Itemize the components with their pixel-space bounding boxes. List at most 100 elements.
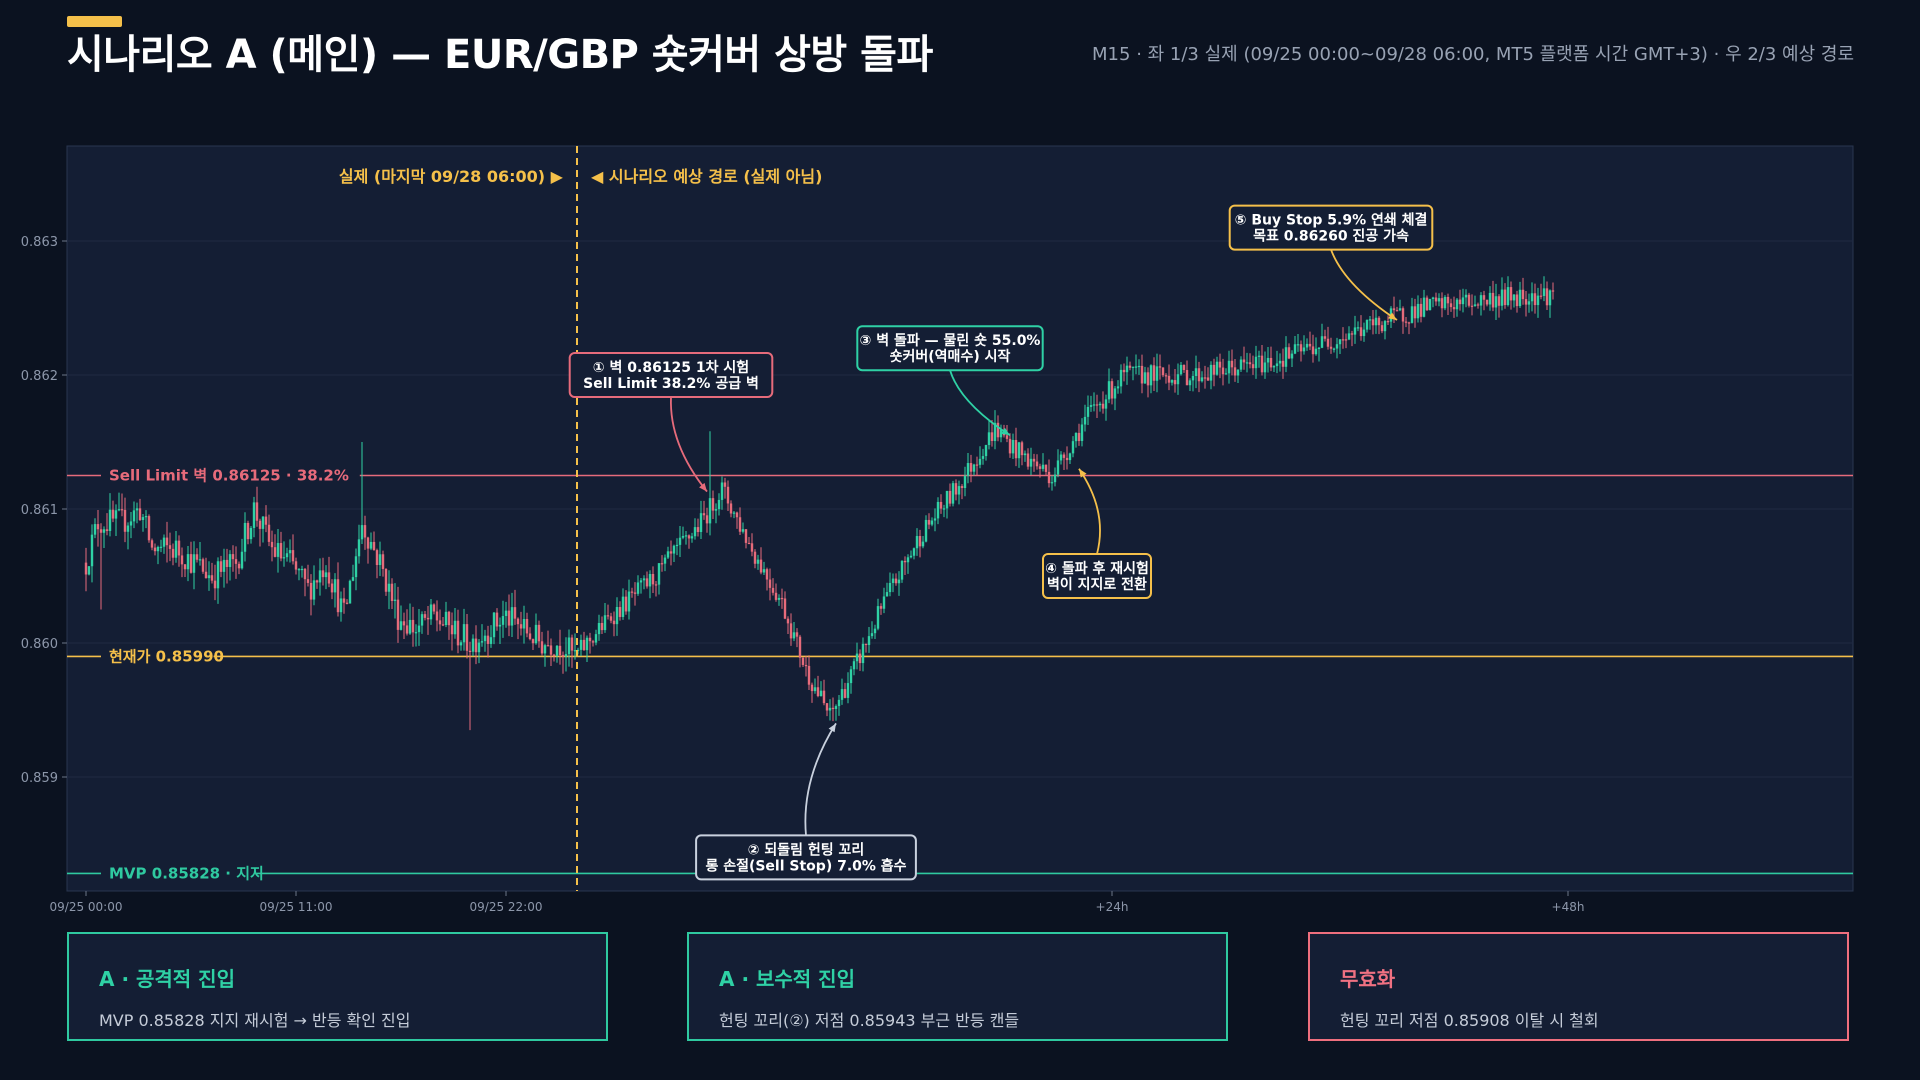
annotation-text: ① 벽 0.86125 1차 시험	[593, 359, 749, 376]
candle-body	[1545, 288, 1549, 306]
annotation-text: ③ 벽 돌파 — 물린 숏 55.0%	[860, 332, 1041, 349]
candle-body	[471, 638, 475, 652]
candle-body	[258, 520, 262, 529]
card-title: A · 공격적 진입	[99, 967, 235, 991]
candle-body	[687, 535, 691, 539]
candle-body	[834, 706, 838, 709]
candle-body	[1473, 304, 1477, 306]
candle-body	[84, 562, 88, 575]
candle-body	[99, 529, 103, 533]
candle-body	[633, 592, 637, 594]
candle-body	[189, 554, 193, 573]
candle-body	[465, 624, 469, 651]
annotation-arrow	[1330, 249, 1398, 321]
candle-body	[1119, 369, 1123, 387]
candle-body	[588, 637, 592, 642]
candle-body	[972, 464, 976, 472]
candle-body	[546, 645, 550, 647]
candle-body	[1275, 363, 1279, 367]
candle-body	[1362, 329, 1366, 337]
chart-svg: 0.859 0.860 0.861 0.862 0.863 09/25 00:00 09/2…	[21, 145, 1854, 914]
candle-body	[795, 632, 799, 637]
candle-body	[1509, 287, 1513, 301]
candle-body	[999, 429, 1003, 438]
candle-body	[1101, 403, 1105, 409]
candle-body	[357, 539, 361, 557]
candle-body	[1365, 319, 1369, 330]
candle-body	[384, 568, 388, 592]
candle-body	[1464, 294, 1468, 298]
candle-body	[786, 618, 790, 624]
candle-body	[1014, 439, 1018, 459]
candlestick-chart: 0.859 0.860 0.861 0.862 0.863 09/25 00:00 09/2…	[21, 145, 1854, 914]
annotation-arrowhead	[828, 723, 836, 733]
candle-body	[1080, 424, 1084, 441]
candle-body	[1167, 375, 1171, 383]
candle-body	[132, 510, 136, 522]
candle-body	[1221, 367, 1225, 375]
annotation-box	[1042, 553, 1152, 599]
candle-body	[582, 639, 586, 651]
candle-body	[354, 556, 358, 578]
divider-label-left: 실제 (마지막 09/28 06:00) ▶	[339, 167, 564, 186]
candle-body	[1239, 359, 1243, 370]
candle-body	[846, 683, 850, 698]
candle-body	[1482, 295, 1486, 300]
candle-body	[579, 639, 583, 650]
candle-body	[1422, 297, 1426, 317]
candle-body	[417, 625, 421, 633]
annotation-text: ② 되돌림 헌팅 꼬리	[748, 841, 865, 858]
candle-body	[648, 573, 652, 587]
candle-body	[345, 602, 349, 604]
candle-body	[1020, 442, 1024, 456]
annotation-box	[1228, 204, 1434, 251]
candle-body	[537, 624, 541, 642]
candle-body	[228, 554, 232, 567]
candle-body	[381, 554, 385, 569]
level-label-bg	[101, 465, 360, 486]
candle-body	[1383, 321, 1387, 332]
candle-body	[177, 540, 181, 556]
candle-body	[561, 655, 565, 657]
candle-body	[1434, 297, 1438, 302]
candle-body	[651, 573, 655, 585]
candle-body	[1242, 359, 1246, 363]
candle-body	[1518, 289, 1522, 307]
candle-body	[192, 554, 196, 573]
candle-body	[744, 529, 748, 543]
candle-body	[174, 540, 178, 558]
candle-body	[822, 690, 826, 704]
candle-body	[873, 628, 877, 634]
candle-body	[1317, 347, 1321, 350]
candle-body	[930, 520, 934, 525]
candle-body	[825, 703, 829, 711]
candle-body	[1314, 348, 1318, 355]
candle-body	[975, 464, 979, 466]
candle-body	[885, 592, 889, 597]
candle-body	[279, 543, 283, 559]
candle-body	[321, 570, 325, 578]
candle-body	[621, 596, 625, 617]
candle-body	[1416, 303, 1420, 319]
candle-body	[1188, 380, 1192, 386]
candle-body	[615, 607, 619, 625]
candle-body	[1026, 453, 1030, 467]
candle-body	[585, 637, 589, 651]
candle-body	[195, 554, 199, 560]
candle-body	[804, 664, 808, 667]
candle-body	[1413, 306, 1417, 319]
candle-body	[1272, 366, 1276, 368]
candle-body	[387, 583, 391, 592]
candle-body	[1047, 471, 1051, 484]
candle-body	[642, 578, 646, 581]
candle-body	[876, 606, 880, 629]
candle-body	[750, 543, 754, 552]
annotation-text: ⑤ Buy Stop 5.9% 연쇄 체결	[1235, 212, 1428, 229]
candle-body	[447, 611, 451, 626]
candle-body	[1023, 453, 1027, 456]
candle-body	[1539, 295, 1543, 297]
candle-body	[525, 618, 529, 634]
candle-body	[264, 516, 268, 525]
candle-body	[699, 513, 703, 533]
candle-body	[915, 536, 919, 549]
